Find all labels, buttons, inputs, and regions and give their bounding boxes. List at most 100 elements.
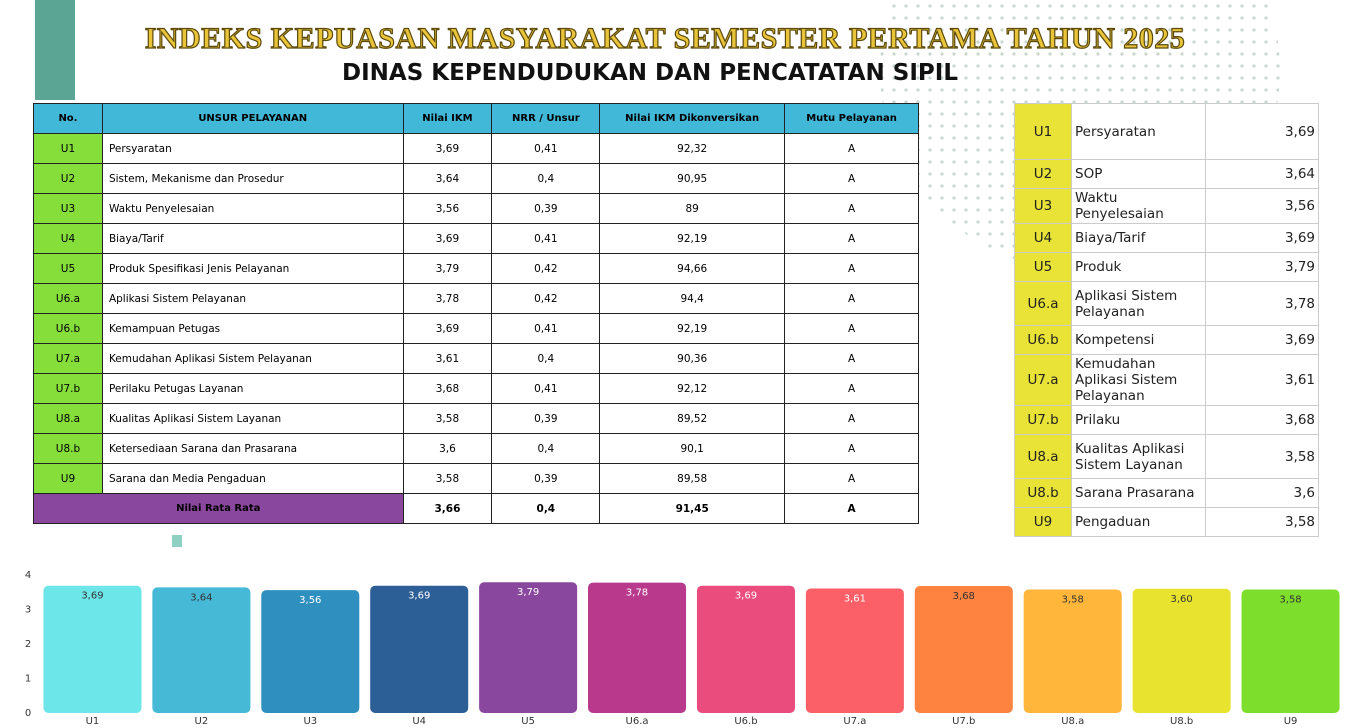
summary-cell: Pengaduan <box>1071 507 1206 537</box>
footer-cell: 0,4 <box>491 493 601 524</box>
x-tick-label: U2 <box>195 716 209 727</box>
summary-row: U3 Waktu Penyelesaian 3,56 <box>1014 188 1319 224</box>
x-tick-label: U4 <box>412 716 426 727</box>
table-cell: 94,66 <box>599 253 786 284</box>
summary-row: U4 Biaya/Tarif 3,69 <box>1014 223 1319 253</box>
summary-row: U5 Produk 3,79 <box>1014 252 1319 282</box>
table-row: U2 Sistem, Mekanisme dan Prosedur 3,64 0,4 9… <box>33 163 919 194</box>
table-cell: A <box>784 133 919 164</box>
row-code: U9 <box>33 463 103 494</box>
bar <box>43 585 142 713</box>
summary-cell: U4 <box>1014 223 1072 253</box>
summary-cell: Persyaratan <box>1071 103 1206 160</box>
table-cell: 3,56 <box>402 193 493 224</box>
row-code: U3 <box>33 193 103 224</box>
table-cell: 92,12 <box>599 373 786 404</box>
summary-cell: U3 <box>1014 188 1072 224</box>
table-cell: A <box>784 343 919 374</box>
table-row: U6.a Aplikasi Sistem Pelayanan 3,78 0,42 94,… <box>33 283 919 314</box>
summary-cell: 3,61 <box>1205 354 1319 406</box>
bar <box>1132 588 1231 713</box>
summary-cell: 3,69 <box>1205 325 1319 355</box>
summary-cell: 3,69 <box>1205 103 1319 160</box>
table-row: U8.a Kualitas Aplikasi Sistem Layanan 3,58… <box>33 403 919 434</box>
value-label: 3,78 <box>626 588 648 599</box>
table-cell: A <box>784 373 919 404</box>
summary-cell: U5 <box>1014 252 1072 282</box>
x-tick-label: U3 <box>303 716 317 727</box>
y-tick-label: 0 <box>25 708 31 719</box>
table-cell: Kemampuan Petugas <box>101 313 404 344</box>
summary-cell: 3,68 <box>1205 405 1319 435</box>
bar <box>1023 589 1122 713</box>
ikm-table: No. UNSUR PELAYANAN Nilai IKM NRR / Unsur Ni… <box>33 103 919 524</box>
summary-row: U8.a Kualitas Aplikasi Sistem Layanan 3,58 <box>1014 434 1319 479</box>
table-cell: 94,4 <box>599 283 786 314</box>
summary-cell: Biaya/Tarif <box>1071 223 1206 253</box>
value-label: 3,69 <box>81 591 103 602</box>
table-cell: Aplikasi Sistem Pelayanan <box>101 283 404 314</box>
y-tick-label: 1 <box>25 674 31 685</box>
table-row: U1 Persyaratan 3,69 0,41 92,32 A <box>33 133 919 164</box>
table-cell: Sarana dan Media Pengaduan <box>101 463 404 494</box>
summary-cell: U9 <box>1014 507 1072 537</box>
value-label: 3,69 <box>408 591 430 602</box>
x-tick-label: U9 <box>1284 716 1298 727</box>
bar <box>261 590 360 713</box>
table-cell: 90,36 <box>599 343 786 374</box>
value-label: 3,68 <box>953 591 975 602</box>
x-tick-label: U6.a <box>626 716 649 727</box>
table-cell: Biaya/Tarif <box>101 223 404 254</box>
summary-row: U9 Pengaduan 3,58 <box>1014 507 1319 537</box>
table-cell: 89 <box>599 193 786 224</box>
column-header: UNSUR PELAYANAN <box>101 103 404 134</box>
table-row: U8.b Ketersediaan Sarana dan Prasarana 3,6… <box>33 433 919 464</box>
row-code: U2 <box>33 163 103 194</box>
table-cell: 0,4 <box>491 433 601 464</box>
table-cell: A <box>784 283 919 314</box>
bar <box>1241 589 1340 713</box>
table-cell: 3,6 <box>402 433 493 464</box>
value-label: 3,79 <box>517 587 539 598</box>
table-cell: 0,39 <box>491 193 601 224</box>
table-cell: 0,39 <box>491 403 601 434</box>
summary-cell: U2 <box>1014 159 1072 189</box>
value-label: 3,58 <box>1062 594 1084 605</box>
table-cell: 92,19 <box>599 223 786 254</box>
summary-table: U1 Persyaratan 3,69 U2 SOP 3,64 U3 Waktu Penyel… <box>1014 103 1319 537</box>
summary-cell: SOP <box>1071 159 1206 189</box>
column-header: Nilai IKM <box>402 103 493 134</box>
summary-cell: U8.b <box>1014 478 1072 508</box>
table-cell: 89,58 <box>599 463 786 494</box>
table-row: U3 Waktu Penyelesaian 3,56 0,39 89 A <box>33 193 919 224</box>
bar <box>914 586 1013 713</box>
table-cell: 3,69 <box>402 223 493 254</box>
table-row: U6.b Kemampuan Petugas 3,69 0,41 92,19 A <box>33 313 919 344</box>
summary-cell: Aplikasi Sistem Pelayanan <box>1071 281 1206 326</box>
table-row: U7.b Perilaku Petugas Layanan 3,68 0,41 92,1… <box>33 373 919 404</box>
row-code: U1 <box>33 133 103 164</box>
value-label: 3,61 <box>844 593 866 604</box>
table-cell: Produk Spesifikasi Jenis Pelayanan <box>101 253 404 284</box>
summary-cell: U1 <box>1014 103 1072 160</box>
table-cell: Kemudahan Aplikasi Sistem Pelayanan <box>101 343 404 374</box>
bar <box>588 582 687 713</box>
x-tick-label: U7.b <box>952 716 975 727</box>
table-cell: 0,42 <box>491 283 601 314</box>
x-tick-label: U8.a <box>1061 716 1084 727</box>
summary-cell: 3,64 <box>1205 159 1319 189</box>
table-cell: 3,68 <box>402 373 493 404</box>
row-code: U7.b <box>33 373 103 404</box>
summary-cell: Kompetensi <box>1071 325 1206 355</box>
row-code: U6.b <box>33 313 103 344</box>
table-cell: A <box>784 463 919 494</box>
table-cell: Perilaku Petugas Layanan <box>101 373 404 404</box>
footer-row: Nilai Rata Rata 3,66 0,4 91,45 A <box>33 493 919 524</box>
bar <box>696 585 795 713</box>
row-code: U5 <box>33 253 103 284</box>
table-cell: A <box>784 193 919 224</box>
table-cell: 0,41 <box>491 313 601 344</box>
table-cell: 3,69 <box>402 133 493 164</box>
table-cell: Waktu Penyelesaian <box>101 193 404 224</box>
